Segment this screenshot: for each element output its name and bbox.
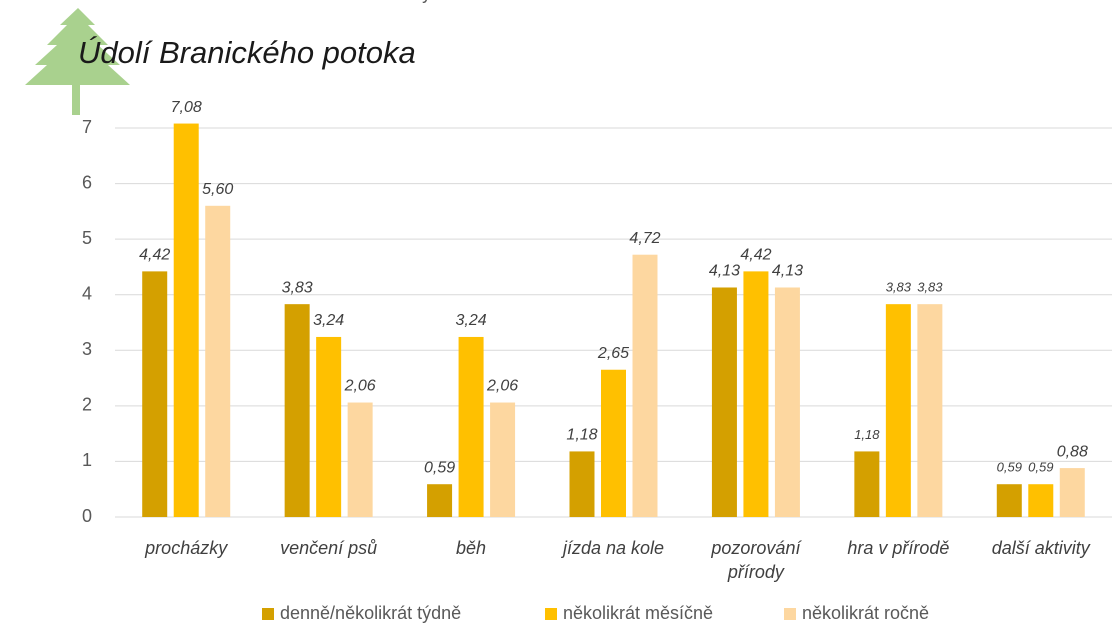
- legend-label: denně/několikrát týdně: [280, 603, 461, 623]
- data-label: 0,59: [1028, 460, 1053, 475]
- data-label: 4,72: [629, 230, 660, 247]
- bar: [632, 254, 658, 517]
- bar: [205, 205, 231, 518]
- y-tick-label: 0: [82, 506, 92, 526]
- data-label: 1,18: [854, 427, 880, 442]
- data-label: 3,83: [282, 279, 313, 296]
- legend-label: denně/několikrát týdně: [280, 0, 461, 3]
- bar: [743, 271, 769, 517]
- y-tick-label: 4: [82, 283, 92, 303]
- data-label: 2,06: [344, 378, 376, 395]
- data-label: 3,24: [456, 312, 487, 329]
- x-tick-label: hra v přírodě: [847, 538, 950, 558]
- legend-label: několikrát ročně: [802, 0, 929, 3]
- data-label: 4,42: [740, 247, 771, 264]
- legend-swatch: [545, 608, 557, 620]
- legend-label: několikrát měsíčně: [563, 603, 713, 623]
- bar: [458, 336, 484, 517]
- x-tick-label: jízda na kole: [562, 538, 665, 558]
- x-tick-label: běh: [456, 538, 487, 558]
- data-label: 0,88: [1057, 443, 1088, 460]
- bar: [427, 484, 453, 517]
- bar: [173, 123, 199, 517]
- y-tick-label: 1: [82, 450, 92, 470]
- y-tick-label: 5: [82, 228, 92, 248]
- legend-swatch: [262, 608, 274, 620]
- data-label: 1,18: [566, 427, 597, 444]
- bar: [774, 287, 800, 517]
- bar: [917, 304, 943, 517]
- bar: [347, 402, 373, 517]
- bar: [711, 287, 737, 517]
- data-label: 0,59: [424, 459, 455, 476]
- data-label: 2,65: [597, 345, 629, 362]
- data-label: 4,13: [709, 263, 740, 280]
- chart-title: Údolí Branického potoka: [78, 35, 416, 70]
- legend-label: několikrát ročně: [802, 603, 929, 623]
- bar: [854, 451, 880, 517]
- data-label: 3,24: [313, 312, 344, 329]
- bar: [996, 484, 1022, 517]
- bar: [490, 402, 516, 517]
- y-tick-label: 6: [82, 172, 92, 192]
- x-tick-label: procházky: [145, 538, 228, 558]
- x-tick-label: pozorování přírody: [711, 538, 801, 582]
- bar: [316, 336, 342, 517]
- data-label: 7,08: [171, 99, 202, 116]
- y-tick-label: 2: [82, 395, 92, 415]
- x-tick-label: venčení psů: [280, 538, 378, 558]
- data-label: 3,83: [886, 280, 912, 295]
- data-label: 4,13: [772, 263, 803, 280]
- bar: [885, 304, 911, 517]
- data-label: 5,60: [202, 181, 233, 198]
- bar: [142, 271, 168, 517]
- bar: [601, 369, 626, 517]
- tree-icon: [25, 8, 130, 115]
- y-tick-label: 3: [82, 339, 92, 359]
- data-label: 2,06: [486, 378, 518, 395]
- legend-label: několikrát měsíčně: [563, 0, 713, 3]
- bar: [1028, 484, 1054, 517]
- x-tick-label: další aktivity: [991, 538, 1090, 558]
- data-label: 0,59: [997, 460, 1022, 475]
- y-tick-label: 7: [82, 117, 92, 137]
- data-label: 4,42: [139, 247, 170, 264]
- legend-swatch: [784, 608, 796, 620]
- bar: [569, 451, 595, 517]
- data-label: 3,83: [917, 280, 943, 295]
- bar: [1059, 468, 1085, 517]
- bar: [284, 304, 310, 517]
